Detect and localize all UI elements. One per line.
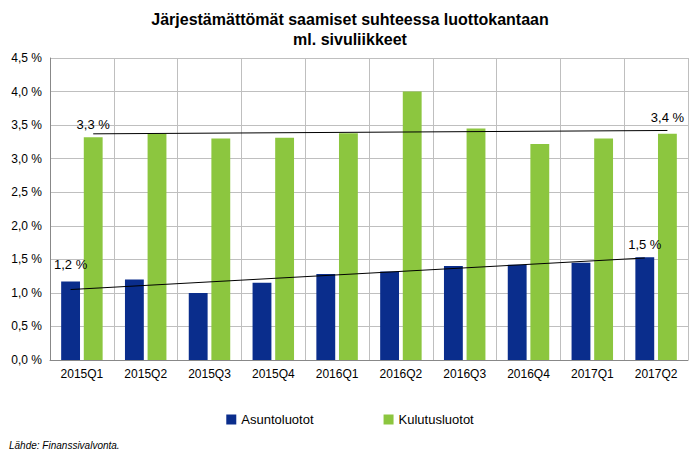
svg-text:1,0 %: 1,0 %	[11, 286, 42, 300]
svg-text:1,5 %: 1,5 %	[628, 237, 662, 252]
svg-text:2015Q1: 2015Q1	[61, 367, 104, 381]
svg-text:3,4 %: 3,4 %	[651, 110, 685, 125]
svg-text:2016Q3: 2016Q3	[443, 367, 486, 381]
svg-text:3,0 %: 3,0 %	[11, 152, 42, 166]
svg-text:Järjestämättömät saamiset suht: Järjestämättömät saamiset suhteessa luot…	[151, 11, 548, 28]
svg-text:2,0 %: 2,0 %	[11, 219, 42, 233]
svg-text:4,0 %: 4,0 %	[11, 85, 42, 99]
svg-text:1,5 %: 1,5 %	[11, 252, 42, 266]
svg-text:2015Q3: 2015Q3	[188, 367, 231, 381]
svg-text:2,5 %: 2,5 %	[11, 185, 42, 199]
svg-text:0,0 %: 0,0 %	[11, 353, 42, 367]
svg-text:Kulutusluotot: Kulutusluotot	[399, 412, 475, 427]
svg-text:3,5 %: 3,5 %	[11, 118, 42, 132]
svg-text:2017Q2: 2017Q2	[635, 367, 678, 381]
svg-text:2017Q1: 2017Q1	[571, 367, 614, 381]
svg-text:Lähde: Finanssivalvonta.: Lähde: Finanssivalvonta.	[9, 440, 120, 451]
svg-text:2016Q1: 2016Q1	[316, 367, 359, 381]
svg-text:Asuntoluotot: Asuntoluotot	[241, 412, 314, 427]
svg-text:4,5 %: 4,5 %	[11, 51, 42, 65]
svg-text:2016Q2: 2016Q2	[380, 367, 423, 381]
svg-text:2015Q4: 2015Q4	[252, 367, 295, 381]
svg-text:0,5 %: 0,5 %	[11, 319, 42, 333]
svg-text:1,2 %: 1,2 %	[54, 257, 88, 272]
svg-text:2015Q2: 2015Q2	[124, 367, 167, 381]
svg-text:2016Q4: 2016Q4	[507, 367, 550, 381]
svg-text:ml. sivuliikkeet: ml. sivuliikkeet	[293, 31, 408, 48]
svg-text:3,3 %: 3,3 %	[77, 117, 111, 132]
